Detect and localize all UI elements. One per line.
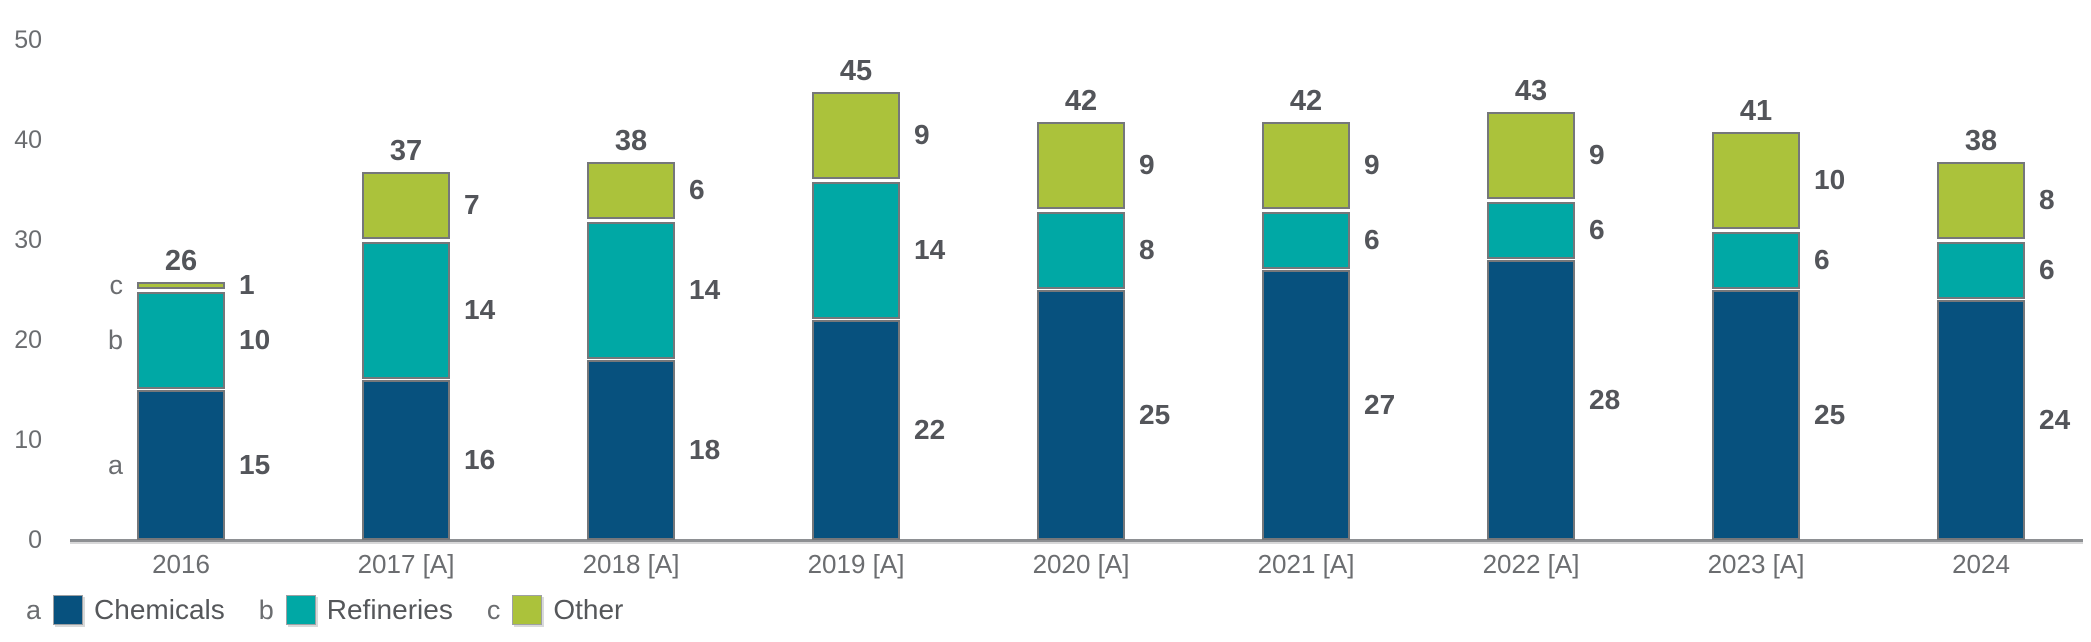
segment-value-label: 10	[239, 324, 271, 355]
bar-total-label: 37	[389, 135, 423, 167]
segment-value-label: 6	[2039, 254, 2055, 285]
segment-value-label: 15	[239, 449, 271, 480]
bar-segment-other	[587, 162, 675, 219]
bar-total-label: 42	[1064, 85, 1098, 117]
segment-value-label: 6	[689, 174, 705, 205]
legend-item-refineries: b Refineries	[259, 594, 453, 626]
bar-segment-refineries	[362, 242, 450, 379]
bar-segment-other	[1037, 122, 1125, 209]
bar-segment-other	[137, 282, 225, 289]
x-axis-tick-label: 2024	[1952, 549, 2010, 579]
legend-letter: a	[26, 594, 42, 625]
series-letter-label-a: a	[107, 450, 123, 480]
segment-value-label: 10	[1814, 164, 1846, 195]
legend-label: Chemicals	[94, 594, 225, 625]
bar-total-label: 26	[164, 245, 198, 277]
legend-swatch-chemicals	[53, 595, 84, 625]
x-axis-tick-label: 2019 [A]	[807, 549, 905, 579]
y-axis-tick-label: 30	[14, 226, 42, 254]
x-axis-tick-label: 2022 [A]	[1482, 549, 1580, 579]
bar-segment-other	[1487, 112, 1575, 199]
segment-value-label: 14	[914, 234, 946, 265]
series-letter-label-b: b	[107, 325, 123, 355]
bar-segment-other	[1712, 132, 1800, 229]
segment-value-label: 14	[464, 294, 496, 325]
x-axis-line	[70, 539, 2083, 542]
bar-segment-refineries	[1487, 202, 1575, 259]
y-axis-tick-label: 50	[14, 26, 42, 54]
bar-segment-refineries	[1037, 212, 1125, 289]
segment-value-label: 18	[689, 434, 721, 465]
y-axis-tick-label: 10	[14, 426, 42, 454]
y-axis-tick-label: 40	[14, 126, 42, 154]
segment-value-label: 16	[464, 444, 496, 475]
segment-value-label: 25	[1814, 399, 1846, 430]
bar-total-label: 42	[1289, 85, 1323, 117]
x-axis-tick-label: 2020 [A]	[1032, 549, 1130, 579]
x-axis-tick-label: 2023 [A]	[1707, 549, 1805, 579]
bar-segment-refineries	[812, 182, 900, 319]
bar-segment-chemicals	[1037, 290, 1125, 540]
segment-value-label: 27	[1364, 389, 1396, 420]
segment-value-label: 6	[1364, 224, 1380, 255]
bar-segment-refineries	[1712, 232, 1800, 289]
segment-value-label: 7	[464, 189, 480, 220]
segment-value-label: 9	[1364, 149, 1380, 180]
bar-segment-chemicals	[587, 360, 675, 540]
bar-segment-other	[1937, 162, 2025, 239]
bar-segment-other	[1262, 122, 1350, 209]
x-axis-tick-label: 2016	[152, 549, 210, 579]
segment-value-label: 8	[1139, 234, 1155, 265]
segment-value-label: 14	[689, 274, 721, 305]
series-letter-label-c: c	[109, 270, 124, 300]
x-axis-tick-label: 2017 [A]	[357, 549, 455, 579]
bar-total-label: 43	[1514, 75, 1548, 107]
bar-segment-chemicals	[362, 380, 450, 540]
segment-value-label: 9	[914, 119, 930, 150]
bar-segment-refineries	[1937, 242, 2025, 299]
legend-item-other: c Other	[486, 594, 624, 626]
bar-segment-chemicals	[1712, 290, 1800, 540]
x-axis-tick-label: 2018 [A]	[582, 549, 680, 579]
bar-segment-refineries	[1262, 212, 1350, 269]
bar-segment-chemicals	[1487, 260, 1575, 540]
segment-value-label: 6	[1589, 214, 1605, 245]
bar-total-label: 38	[1964, 125, 1998, 157]
bar-segment-chemicals	[137, 390, 225, 540]
segment-value-label: 28	[1589, 384, 1621, 415]
segment-value-label: 22	[914, 414, 946, 445]
legend: a Chemicals b Refineries c Other	[26, 594, 623, 626]
x-axis-tick-label: 2021 [A]	[1257, 549, 1355, 579]
segment-value-label: 9	[1139, 149, 1155, 180]
segment-value-label: 25	[1139, 399, 1171, 430]
bar-total-label: 45	[839, 55, 873, 87]
y-axis-tick-label: 20	[14, 326, 42, 354]
legend-item-chemicals: a Chemicals	[26, 594, 225, 626]
bar-segment-chemicals	[1937, 300, 2025, 540]
bar-segment-chemicals	[1262, 270, 1350, 540]
bar-total-label: 38	[614, 125, 648, 157]
legend-swatch-refineries	[285, 595, 316, 625]
segment-value-label: 8	[2039, 184, 2055, 215]
bar-total-label: 41	[1739, 95, 1773, 127]
segment-value-label: 9	[1589, 139, 1605, 170]
bar-segment-chemicals	[812, 320, 900, 540]
bar-segment-other	[812, 92, 900, 179]
bar-segment-refineries	[587, 222, 675, 359]
y-axis-tick-label: 0	[28, 526, 42, 554]
segment-value-label: 6	[1814, 244, 1830, 275]
legend-swatch-other	[512, 595, 543, 625]
legend-letter: b	[258, 594, 274, 625]
legend-letter: c	[486, 594, 501, 625]
bar-segment-refineries	[137, 292, 225, 389]
segment-value-label: 24	[2039, 404, 2071, 435]
segment-value-label: 1	[239, 269, 255, 300]
bar-segment-other	[362, 172, 450, 239]
legend-label: Refineries	[326, 594, 453, 625]
legend-label: Other	[553, 594, 624, 625]
